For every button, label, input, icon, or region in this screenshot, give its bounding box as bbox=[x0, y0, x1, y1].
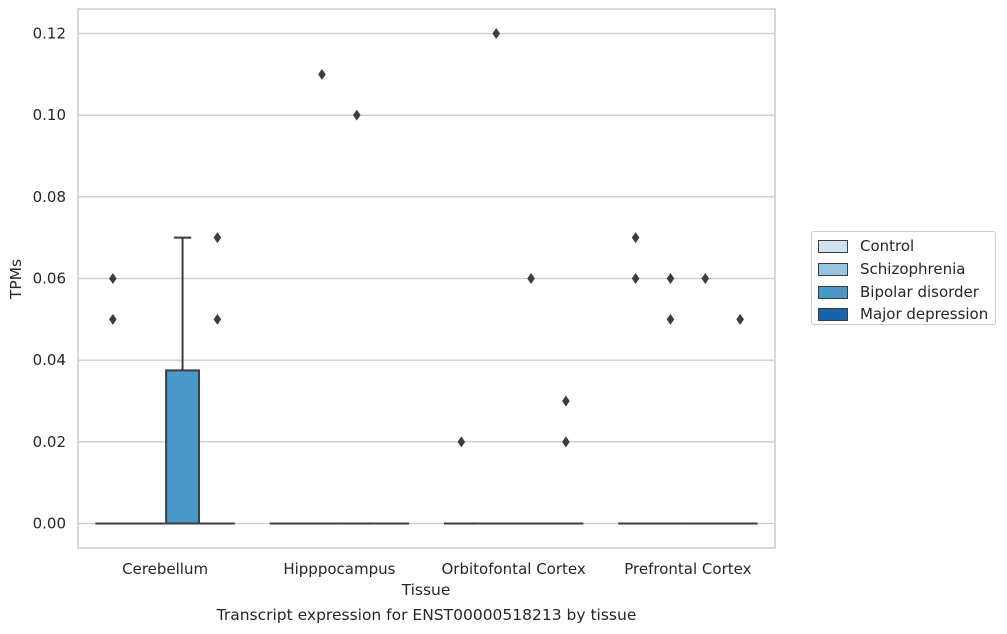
x-tick-label-cerebellum: Cerebellum bbox=[122, 560, 208, 578]
outlier-prefrontal-cortex-schizophrenia-1 bbox=[666, 273, 675, 284]
x-tick-label-prefrontal-cortex: Prefrontal Cortex bbox=[624, 560, 751, 578]
y-tick-label-2: 0.04 bbox=[33, 351, 66, 369]
legend-label-schizophrenia: Schizophrenia bbox=[860, 260, 966, 278]
outlier-prefrontal-cortex-bipolar-disorder-0 bbox=[701, 273, 710, 284]
y-tick-label-0: 0.00 bbox=[33, 515, 66, 533]
y-tick-label-4: 0.08 bbox=[33, 188, 66, 206]
legend-item-schizophrenia: Schizophrenia bbox=[818, 259, 965, 279]
legend-swatch-major-depression bbox=[818, 307, 848, 321]
outlier-orbitofontal-cortex-major-depression-0 bbox=[562, 436, 570, 448]
legend-item-bipolar-disorder: Bipolar disorder bbox=[818, 282, 979, 302]
outlier-cerebellum-control-0 bbox=[109, 313, 117, 325]
legend-item-control: Control bbox=[818, 236, 914, 256]
outlier-orbitofontal-cortex-major-depression-1 bbox=[562, 395, 570, 407]
outlier-cerebellum-major-depression-1 bbox=[213, 232, 222, 244]
y-tick-label-3: 0.06 bbox=[33, 270, 66, 288]
legend-swatch-bipolar-disorder bbox=[818, 285, 848, 299]
x-tick-label-hipppocampus: Hipppocampus bbox=[283, 560, 395, 578]
plot-frame bbox=[77, 8, 776, 549]
x-axis-label: Tissue bbox=[401, 581, 451, 599]
box-cerebellum-bipolar-disorder bbox=[165, 236, 200, 525]
outlier-cerebellum-major-depression-0 bbox=[213, 313, 222, 325]
legend-swatch-control bbox=[818, 239, 848, 253]
y-tick-label-1: 0.02 bbox=[33, 433, 66, 451]
outlier-orbitofontal-cortex-schizophrenia-0 bbox=[492, 28, 500, 39]
legend-label-control: Control bbox=[860, 237, 915, 255]
outlier-orbitofontal-cortex-control-0 bbox=[457, 436, 466, 448]
x-tick-label-orbitofontal-cortex: Orbitofontal Cortex bbox=[442, 560, 586, 578]
x-tick-labels: Cerebellum Hipppocampus Orbitofontal Corte… bbox=[122, 560, 751, 578]
y-tick-label-5: 0.10 bbox=[33, 106, 66, 124]
y-axis-label: TPMs bbox=[7, 259, 25, 300]
legend: Control Schizophrenia Bipolar disorder M… bbox=[811, 231, 996, 325]
outlier-prefrontal-cortex-control-1 bbox=[631, 232, 640, 244]
outlier-prefrontal-cortex-schizophrenia-0 bbox=[666, 313, 675, 325]
outlier-prefrontal-cortex-control-0 bbox=[631, 273, 640, 284]
legend-item-major-depression: Major depression bbox=[818, 304, 988, 324]
outlier-cerebellum-control-1 bbox=[109, 273, 117, 284]
boxes-layer bbox=[95, 236, 758, 525]
outlier-orbitofontal-cortex-bipolar-disorder-0 bbox=[527, 273, 535, 284]
legend-label-bipolar-disorder: Bipolar disorder bbox=[860, 283, 979, 301]
y-tick-labels: 0.00 0.02 0.04 0.06 0.08 0.10 0.12 bbox=[33, 25, 66, 533]
legend-label-major-depression: Major depression bbox=[860, 305, 989, 323]
y-tick-label-6: 0.12 bbox=[33, 25, 66, 43]
outlier-hipppocampus-schizophrenia-0 bbox=[318, 68, 326, 80]
outlier-prefrontal-cortex-major-depression-0 bbox=[736, 313, 744, 325]
outliers-layer bbox=[109, 28, 744, 448]
legend-swatch-schizophrenia bbox=[818, 262, 848, 276]
outlier-hipppocampus-bipolar-disorder-0 bbox=[353, 109, 361, 121]
box-body-cerebellum-bipolar-disorder bbox=[165, 369, 200, 525]
figure-caption: Transcript expression for ENST0000051821… bbox=[216, 606, 637, 624]
